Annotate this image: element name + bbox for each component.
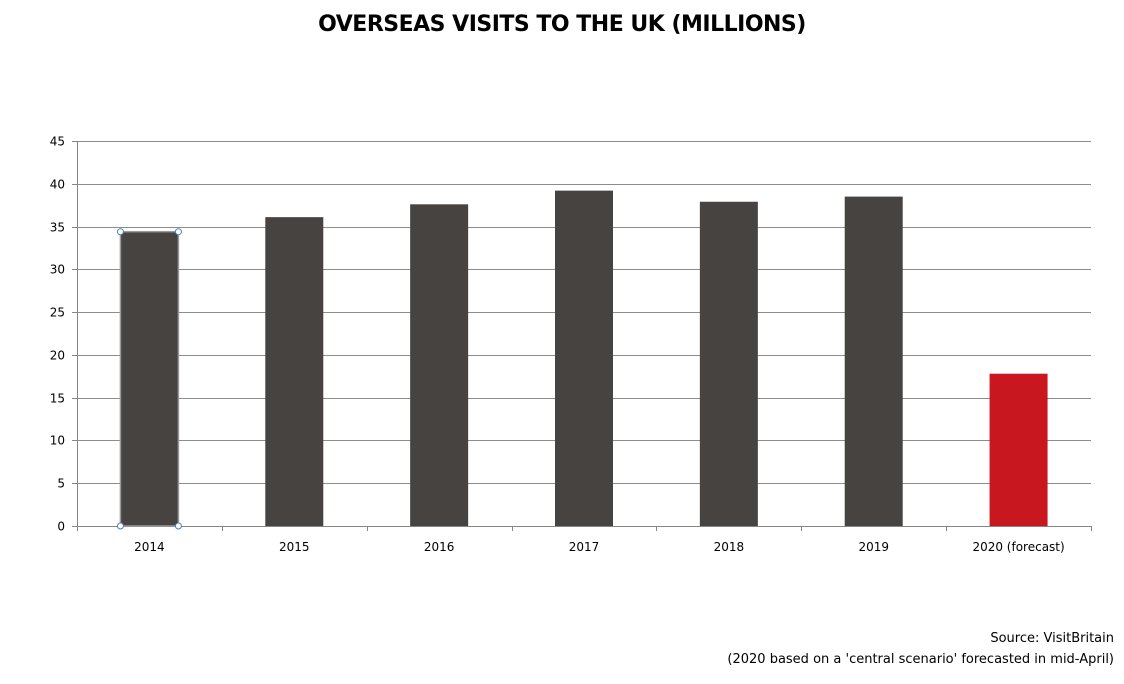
y-tick-label: 30 [50, 263, 65, 277]
chart-title: OVERSEAS VISITS TO THE UK (MILLIONS) [318, 12, 806, 37]
x-tick-label: 2019 [858, 540, 889, 554]
bar-2018 [699, 201, 758, 526]
x-tick-label: 2015 [279, 540, 310, 554]
selection-handle [174, 228, 182, 236]
bar-2019 [844, 196, 903, 526]
x-tick-label: 2017 [569, 540, 600, 554]
x-tick-label: 2016 [424, 540, 455, 554]
forecast-note: (2020 based on a 'central scenario' fore… [727, 652, 1114, 667]
x-tick-label: 2018 [714, 540, 745, 554]
y-tick-label: 0 [57, 520, 65, 534]
y-tick-label: 25 [50, 306, 65, 320]
y-tick-label: 45 [50, 135, 65, 149]
y-tick-label: 5 [57, 477, 65, 491]
selection-handle [174, 522, 182, 530]
y-tick-label: 20 [50, 349, 65, 363]
y-tick-label: 40 [50, 178, 65, 192]
source-note: Source: VisitBritain (2020 based on a 'c… [727, 628, 1114, 670]
bar-2014 [119, 230, 180, 527]
bar-2020 [989, 373, 1048, 526]
selection-handle [116, 228, 124, 236]
y-tick-label: 15 [50, 392, 65, 406]
source-text: Source: VisitBritain [990, 631, 1114, 646]
y-tick-label: 35 [50, 221, 65, 235]
x-tick-label: 2020 (forecast) [972, 540, 1064, 554]
x-tick-label: 2014 [134, 540, 165, 554]
bar-2016 [410, 204, 469, 527]
bar-2015 [265, 217, 324, 526]
selection-handle [116, 522, 124, 530]
y-tick-label: 10 [50, 434, 65, 448]
bar-2017 [555, 190, 613, 526]
